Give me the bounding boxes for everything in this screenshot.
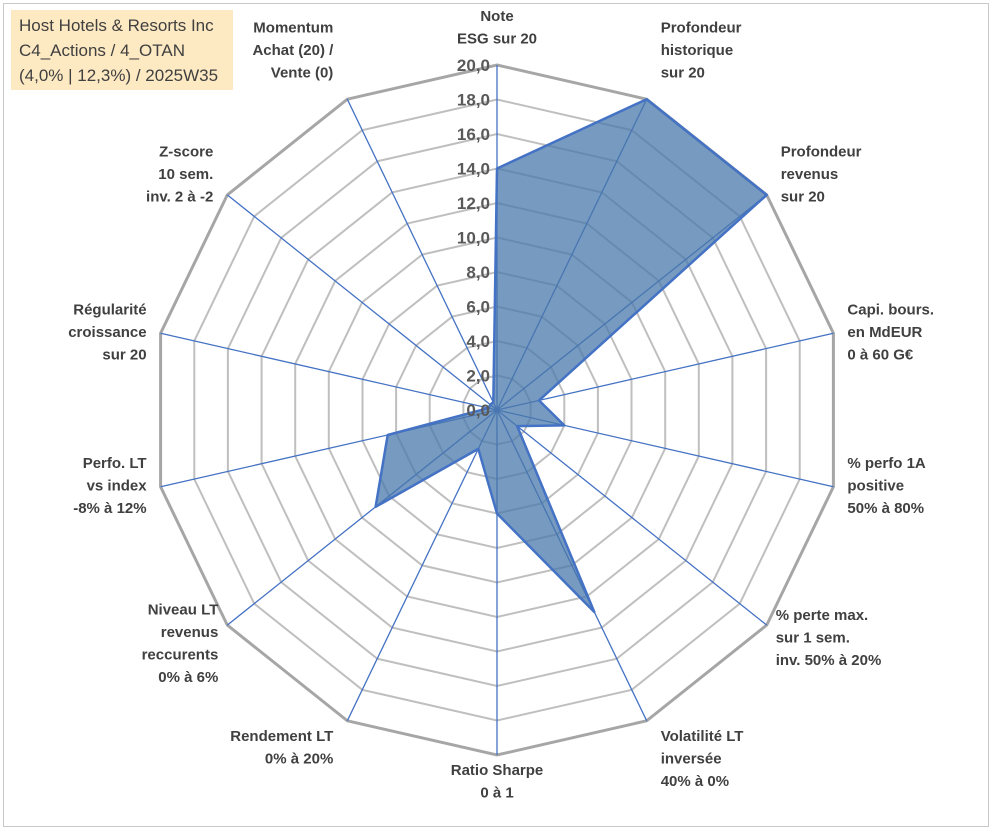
data-series <box>374 97 768 614</box>
axis-labels: Note ESG sur 20 Profondeur historique sur 20… <box>68 8 934 802</box>
axis-label: Momentum Achat (20) / Vente (0) <box>252 20 334 82</box>
tick-label: 10,0 <box>457 229 490 248</box>
axis-spoke <box>346 409 498 722</box>
tick-label: 8,0 <box>466 263 490 282</box>
tick-label: 18,0 <box>457 91 490 110</box>
info-stats: (4,0% | 12,3%) / 2025W35 <box>19 66 219 85</box>
axis-label: Profondeur historique sur 20 <box>661 20 742 82</box>
info-category: C4_Actions / 4_OTAN <box>19 41 185 60</box>
axis-label: Note ESG sur 20 <box>457 8 537 48</box>
axis-label: Z-score 10 sem. inv. 2 à -2 <box>146 143 213 205</box>
axis-label: % perte max. sur 1 sem. inv. 50% à 20% <box>776 607 882 669</box>
axis-spoke <box>496 332 834 411</box>
axis-spoke <box>496 409 768 626</box>
axis-label: Régularité croissance sur 20 <box>68 302 146 364</box>
axis-label: Rendement LT 0% à 20% <box>230 728 333 768</box>
radial-tick-labels: 0,0 2,0 4,0 6,0 8,0 10,0 12,0 14,0 16,0 18,0 20,0 <box>457 56 490 420</box>
axis-label: Perfo. LT vs index -8% à 12% <box>73 455 147 517</box>
tick-label: 20,0 <box>457 56 490 75</box>
info-company: Host Hotels & Resorts Inc <box>19 16 214 35</box>
tick-label: 6,0 <box>466 298 490 317</box>
axis-label: % perfo 1A positive 50% à 80% <box>847 455 926 517</box>
tick-label: 4,0 <box>466 332 490 351</box>
axis-label: Ratio Sharpe 0 à 1 <box>451 762 544 802</box>
axis-label: Niveau LT revenus reccurents 0% à 6% <box>142 602 219 687</box>
series-area <box>374 97 768 614</box>
axis-spoke <box>160 332 498 411</box>
tick-label: 0,0 <box>466 401 490 420</box>
axis-spoke <box>346 98 498 411</box>
tick-label: 16,0 <box>457 125 490 144</box>
tick-label: 2,0 <box>466 367 490 386</box>
info-box: Host Hotels & Resorts Inc C4_Actions / 4… <box>11 10 233 90</box>
axis-label: Profondeur revenus sur 20 <box>781 143 862 205</box>
axis-spoke <box>226 194 498 411</box>
tick-label: 14,0 <box>457 160 490 179</box>
tick-label: 12,0 <box>457 194 490 213</box>
axis-label: Volatilité LT inversée 40% à 0% <box>661 728 744 790</box>
axis-label: Capi. bours. en MdEUR 0 à 60 G€ <box>847 302 934 364</box>
